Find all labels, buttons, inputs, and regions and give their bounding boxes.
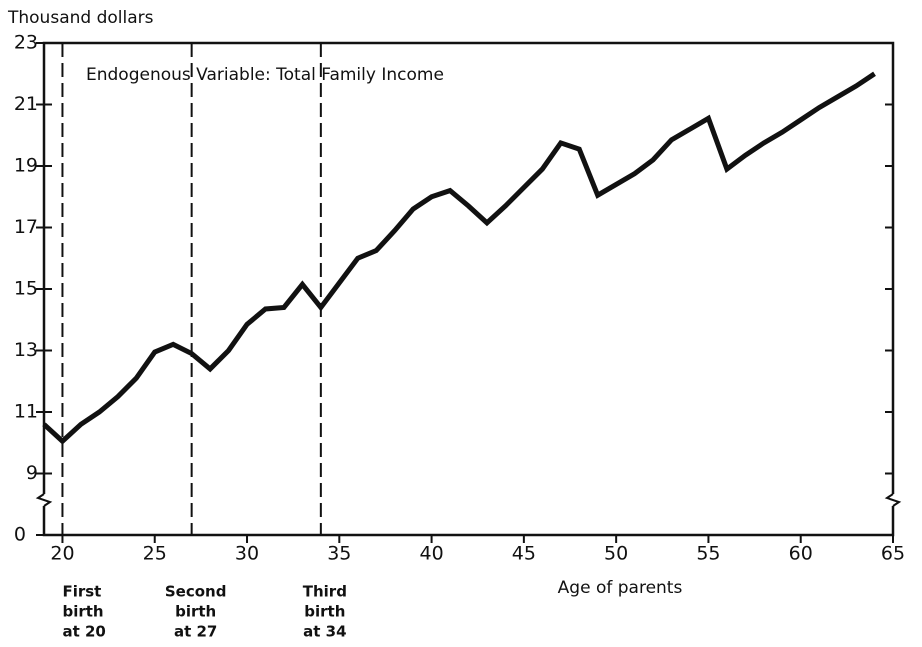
y-tick-label: 21 (14, 93, 38, 115)
y-tick-label: 13 (14, 339, 38, 361)
x-tick-label: 50 (604, 543, 628, 565)
annotation: at 27 (174, 623, 217, 641)
plot-frame (42, 41, 895, 537)
annotation: birth (62, 603, 103, 621)
annotation: First (62, 583, 101, 601)
x-tick-label: 55 (696, 543, 720, 565)
chart-title: Endogenous Variable: Total Family Income (86, 65, 444, 85)
x-tick-label: 25 (143, 543, 167, 565)
x-tick-label: 20 (50, 543, 74, 565)
axis-break (884, 493, 902, 507)
x-tick-label: 40 (419, 543, 443, 565)
y-axis-label: Thousand dollars (7, 8, 154, 28)
y-tick-label: 9 (26, 462, 38, 484)
data-line (42, 71, 876, 445)
x-tick-label: 45 (512, 543, 536, 565)
annotation: birth (175, 603, 216, 621)
annotation: birth (304, 603, 345, 621)
y-tick-label: 19 (14, 155, 38, 177)
annotation: at 34 (303, 623, 346, 641)
y-tick-label: 11 (14, 401, 38, 423)
annotation: Third (303, 583, 347, 601)
y-tick-label: 23 (14, 32, 38, 54)
x-tick-label: 65 (881, 543, 905, 565)
x-tick-label: 30 (235, 543, 259, 565)
y-tick-label: 17 (14, 216, 38, 238)
annotation: Second (165, 583, 227, 601)
annotation: at 20 (62, 623, 105, 641)
y-tick-label: 0 (14, 524, 26, 546)
y-tick-label: 15 (14, 278, 38, 300)
x-tick-label: 60 (789, 543, 813, 565)
x-tick-label: 35 (327, 543, 351, 565)
x-axis-label: Age of parents (558, 578, 683, 598)
axis-break (35, 493, 53, 507)
